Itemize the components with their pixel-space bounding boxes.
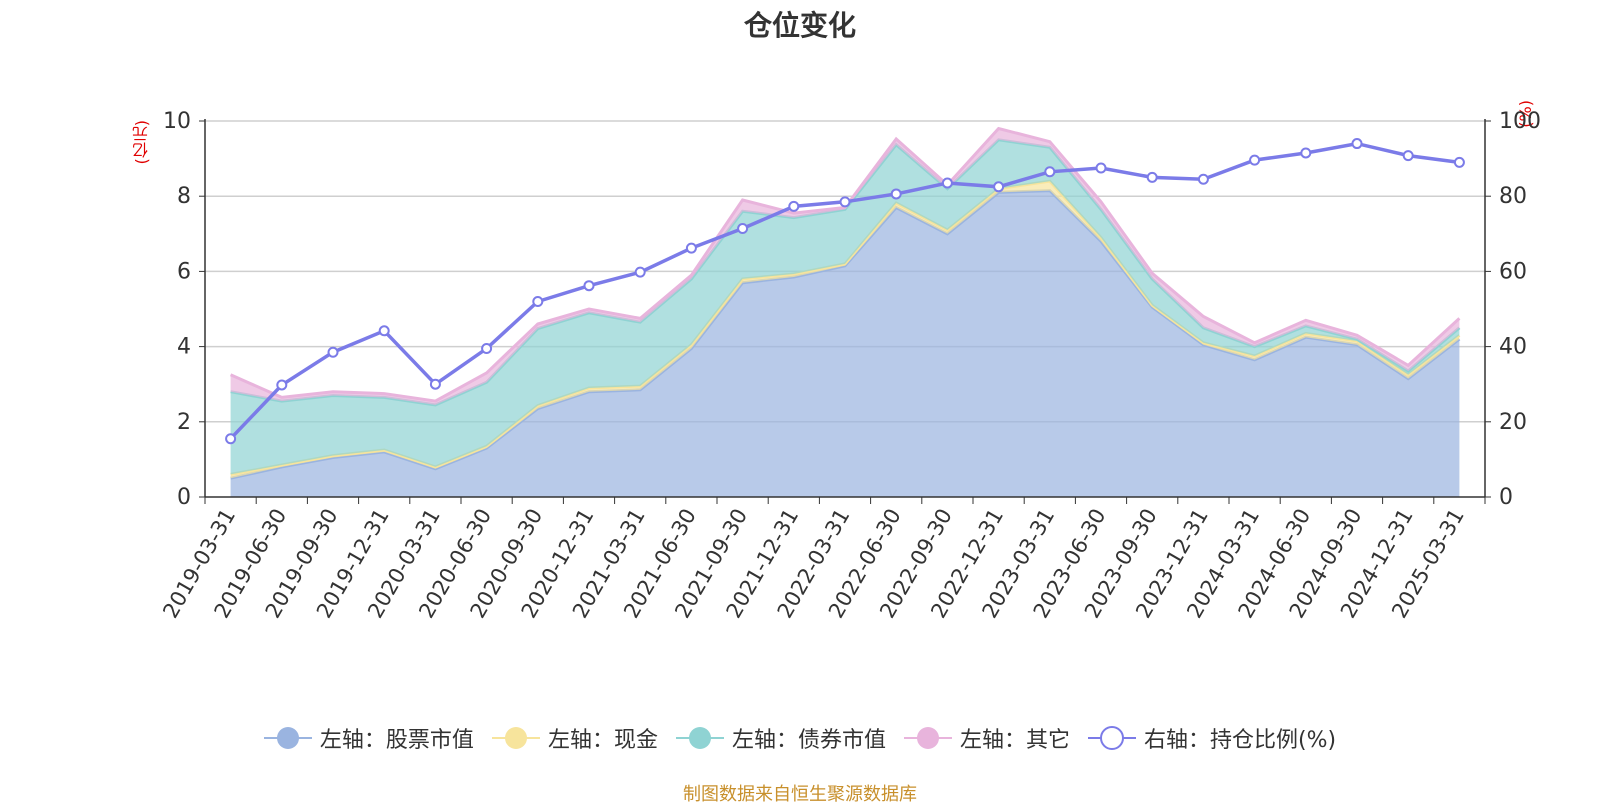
right-tick-label: 100: [1499, 109, 1541, 134]
ratio-point: [225, 433, 237, 445]
legend-item-stock[interactable]: 左轴：股票市值: [263, 722, 474, 754]
ratio-point: [429, 378, 441, 390]
ratio-point: [1453, 156, 1465, 168]
legend-item-ratio[interactable]: 右轴：持仓比例(%): [1087, 722, 1337, 754]
ratio-point: [532, 295, 544, 307]
left-tick-label: 2: [177, 410, 191, 435]
other-legend-icon: [903, 727, 952, 749]
left-tick-label: 4: [177, 335, 191, 360]
ratio-point: [1095, 162, 1107, 174]
ratio-point: [737, 223, 749, 235]
right-tick-label: 20: [1499, 410, 1527, 435]
ratio-point: [1197, 173, 1209, 185]
cash-legend-icon: [491, 727, 540, 749]
ratio-point: [1351, 138, 1363, 150]
ratio-legend-icon: [1087, 726, 1136, 750]
legend-item-other[interactable]: 左轴：其它: [903, 722, 1070, 754]
legend-label: 左轴：现金: [547, 728, 658, 753]
left-tick-label: 8: [177, 184, 191, 209]
right-tick-label: 0: [1499, 485, 1513, 510]
left-tick-label: 6: [177, 259, 191, 284]
data-source-footer: 制图数据来自恒生聚源数据库: [683, 784, 917, 805]
legend-label: 左轴：其它: [959, 728, 1070, 753]
left-tick-label: 10: [163, 109, 191, 134]
stock-area: [230, 190, 1460, 497]
other-line: [229, 126, 1461, 403]
ratio-point: [276, 379, 288, 391]
ratio-point: [941, 177, 953, 189]
right-tick-label: 60: [1499, 259, 1527, 284]
legend-item-cash[interactable]: 左轴：现金: [491, 722, 658, 754]
legend-item-bond[interactable]: 左轴：债券市值: [675, 722, 886, 754]
legend-label: 左轴：债券市值: [731, 728, 886, 753]
ratio-point: [634, 266, 646, 278]
ratio-point: [788, 200, 800, 212]
left-tick-label: 0: [177, 485, 191, 510]
right-tick-label: 40: [1499, 335, 1527, 360]
ratio-point: [378, 325, 390, 337]
ratio-point: [1300, 147, 1312, 159]
chart-title: 仓位变化: [743, 9, 856, 42]
ratio-point: [993, 181, 1005, 193]
ratio-point: [583, 280, 595, 292]
right-tick-label: 80: [1499, 184, 1527, 209]
ratio-point: [839, 196, 851, 208]
ratio-point: [890, 188, 902, 200]
position-change-chart: 02468100204060801002019-03-312019-06-302…: [158, 109, 1541, 622]
chart-legend: 左轴：股票市值 左轴：现金 左轴：债券市值 左轴：其它 右轴：持仓比例(%): [0, 722, 1600, 754]
ratio-point: [685, 242, 697, 254]
ratio-point: [1146, 171, 1158, 183]
legend-label: 右轴：持仓比例(%): [1143, 728, 1337, 753]
bond-legend-icon: [675, 727, 724, 749]
ratio-point: [1402, 150, 1414, 162]
ratio-point: [1044, 166, 1056, 178]
bond-area: [230, 139, 1460, 475]
ratio-point: [327, 346, 339, 358]
stock-legend-icon: [263, 727, 312, 749]
ratio-point: [1249, 154, 1261, 166]
ratio-point: [481, 342, 493, 354]
legend-label: 左轴：股票市值: [319, 728, 474, 753]
